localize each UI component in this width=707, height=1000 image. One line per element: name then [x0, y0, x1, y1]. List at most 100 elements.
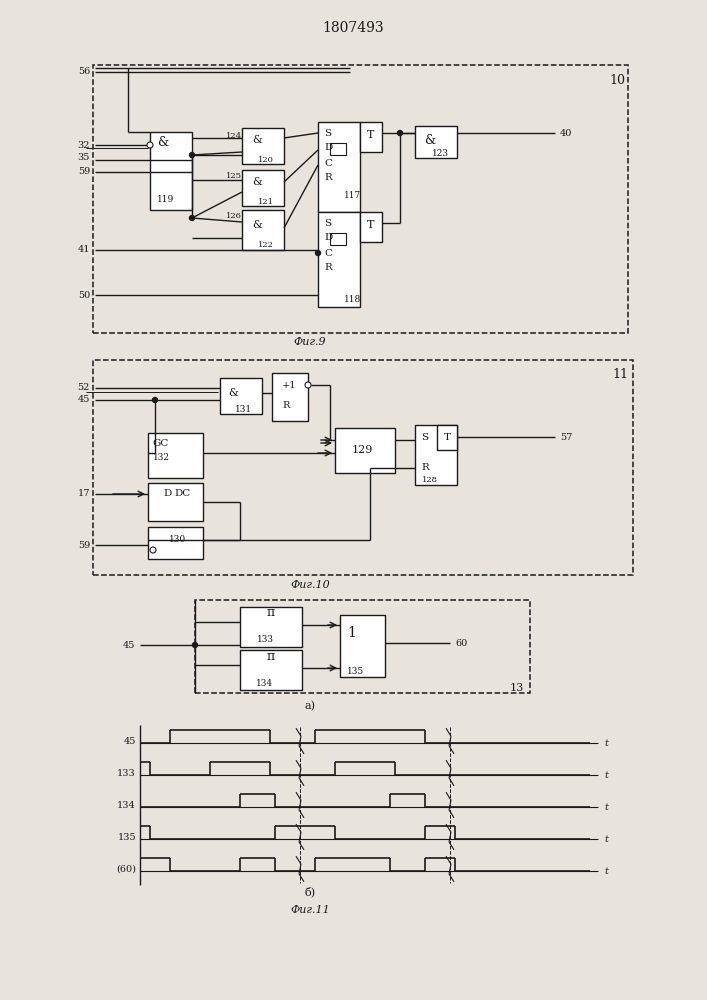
Text: 40: 40 — [560, 128, 573, 137]
Text: 126: 126 — [226, 212, 242, 220]
Text: 35: 35 — [78, 153, 90, 162]
Bar — [240, 650, 302, 690]
Text: t: t — [604, 834, 608, 844]
Bar — [93, 360, 633, 575]
Bar — [93, 65, 628, 333]
Text: 133: 133 — [117, 768, 136, 778]
Text: 17: 17 — [78, 489, 90, 498]
Text: R: R — [421, 464, 428, 473]
Text: 1: 1 — [348, 626, 356, 640]
Text: 56: 56 — [78, 68, 90, 77]
Text: Фиг.9: Фиг.9 — [293, 337, 327, 347]
Bar — [240, 607, 302, 647]
Text: 32: 32 — [78, 140, 90, 149]
Text: S: S — [324, 128, 331, 137]
Text: Фиг.10: Фиг.10 — [290, 580, 330, 590]
Text: D: D — [324, 233, 332, 242]
Text: 124: 124 — [226, 132, 242, 140]
Text: 45: 45 — [78, 395, 90, 404]
Text: 134: 134 — [257, 678, 274, 688]
Text: S: S — [324, 219, 331, 228]
Bar — [318, 122, 360, 212]
Text: 134: 134 — [117, 800, 136, 810]
Bar — [335, 428, 395, 473]
Bar — [148, 483, 203, 521]
Bar — [330, 143, 346, 155]
Bar — [150, 132, 192, 210]
Text: 131: 131 — [235, 406, 252, 414]
Text: 1807493: 1807493 — [322, 21, 384, 35]
Circle shape — [189, 216, 194, 221]
Bar — [330, 233, 346, 245]
Circle shape — [192, 643, 197, 648]
Text: 129: 129 — [351, 445, 373, 455]
Bar — [272, 373, 308, 421]
Text: T: T — [443, 432, 450, 442]
Bar — [415, 126, 457, 158]
Text: &: & — [252, 177, 262, 187]
Text: GC: GC — [153, 440, 169, 448]
Text: 123: 123 — [431, 149, 448, 158]
Text: 128: 128 — [422, 476, 438, 484]
Bar — [437, 425, 457, 450]
Text: t: t — [604, 738, 608, 748]
Text: а): а) — [305, 701, 315, 711]
Text: R: R — [324, 263, 332, 272]
Text: 59: 59 — [78, 540, 90, 550]
Bar — [360, 122, 382, 152]
Text: D: D — [163, 489, 171, 498]
Text: 117: 117 — [344, 190, 361, 200]
Bar — [220, 378, 262, 414]
Text: 135: 135 — [347, 666, 365, 676]
Circle shape — [147, 142, 153, 148]
Text: 57: 57 — [560, 432, 573, 442]
Text: 41: 41 — [78, 245, 90, 254]
Text: 119: 119 — [158, 196, 175, 205]
Text: T: T — [368, 220, 375, 230]
Text: 13: 13 — [510, 683, 524, 693]
Text: 11: 11 — [612, 368, 628, 381]
Text: 118: 118 — [344, 296, 361, 304]
Text: &: & — [228, 388, 238, 398]
Text: T: T — [368, 130, 375, 140]
Text: 125: 125 — [226, 172, 242, 180]
Text: R: R — [282, 400, 289, 410]
Text: 130: 130 — [170, 536, 187, 544]
Text: 59: 59 — [78, 167, 90, 176]
Text: Фиг.11: Фиг.11 — [290, 905, 330, 915]
Text: D: D — [324, 143, 332, 152]
Bar — [415, 425, 457, 485]
Text: t: t — [604, 802, 608, 812]
Bar — [242, 128, 284, 164]
Bar — [242, 210, 284, 250]
Text: 135: 135 — [117, 832, 136, 842]
Text: R: R — [324, 174, 332, 182]
Circle shape — [150, 547, 156, 553]
Text: &: & — [424, 133, 436, 146]
Text: 122: 122 — [258, 241, 274, 249]
Text: C: C — [324, 158, 332, 167]
Text: (60): (60) — [116, 864, 136, 874]
Bar — [360, 212, 382, 242]
Text: 10: 10 — [609, 74, 625, 87]
Circle shape — [153, 397, 158, 402]
Text: &: & — [158, 136, 168, 149]
Text: 50: 50 — [78, 290, 90, 300]
Text: S: S — [421, 432, 428, 442]
Text: &: & — [252, 220, 262, 230]
Text: +1: +1 — [282, 380, 296, 389]
Circle shape — [189, 152, 194, 157]
Text: π: π — [267, 606, 275, 619]
Circle shape — [305, 382, 311, 388]
Text: 45: 45 — [124, 736, 136, 746]
Text: 132: 132 — [153, 452, 170, 462]
Text: t: t — [604, 770, 608, 780]
Bar — [148, 527, 203, 559]
Text: 121: 121 — [258, 198, 274, 206]
Text: 133: 133 — [257, 636, 274, 645]
Text: 60: 60 — [455, 639, 467, 648]
Text: &: & — [252, 135, 262, 145]
Text: 45: 45 — [122, 641, 135, 650]
Text: 52: 52 — [78, 383, 90, 392]
Bar — [195, 600, 530, 693]
